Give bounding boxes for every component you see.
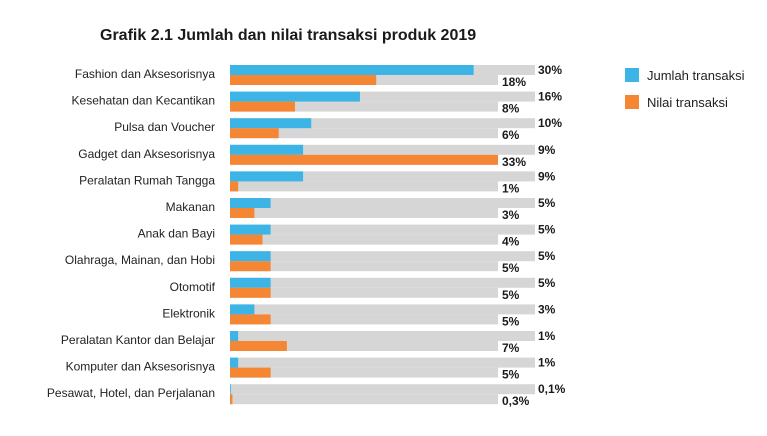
- bar-nilai: [230, 341, 287, 351]
- track-bar-nilai: [230, 208, 498, 218]
- bar-jumlah: [230, 251, 271, 262]
- bar-nilai: [230, 128, 279, 139]
- bar-jumlah: [230, 65, 474, 75]
- bar-nilai: [230, 208, 255, 218]
- track-bar-jumlah: [230, 304, 535, 315]
- legend-swatch-jumlah: [625, 68, 639, 82]
- value-label-nilai: 5%: [502, 314, 520, 328]
- track-bar-jumlah: [230, 357, 535, 368]
- category-label: Anak dan Bayi: [138, 227, 215, 241]
- track-bar-nilai: [230, 128, 498, 139]
- bar-jumlah: [230, 118, 312, 129]
- value-label-jumlah: 30%: [538, 63, 562, 77]
- category-label: Kesehatan dan Kecantikan: [72, 94, 215, 108]
- value-label-nilai: 1%: [502, 181, 520, 195]
- bar-nilai: [230, 287, 271, 298]
- value-label-nilai: 8%: [502, 102, 520, 116]
- bar-jumlah: [230, 384, 231, 395]
- category-label: Peralatan Rumah Tangga: [79, 173, 215, 187]
- legend-swatch-nilai: [625, 95, 639, 109]
- track-bar-jumlah: [230, 331, 535, 341]
- chart-rows: Fashion dan Aksesorisnya 30% 18% Kesehatan …: [47, 63, 566, 408]
- value-label-jumlah: 5%: [538, 196, 556, 210]
- track-bar-jumlah: [230, 384, 535, 395]
- track-bar-jumlah: [230, 171, 535, 182]
- track-bar-nilai: [230, 234, 498, 245]
- track-bar-nilai: [230, 261, 498, 272]
- bar-nilai: [230, 181, 239, 192]
- value-label-nilai: 33%: [502, 155, 526, 169]
- track-bar-nilai: [230, 367, 498, 378]
- bar-nilai: [230, 367, 271, 378]
- bar-jumlah: [230, 198, 271, 208]
- value-label-jumlah: 3%: [538, 302, 556, 316]
- bar-nilai: [230, 101, 295, 112]
- bar-jumlah: [230, 171, 304, 182]
- bar-jumlah: [230, 144, 304, 155]
- category-label: Pulsa dan Voucher: [114, 120, 215, 134]
- bar-nilai: [230, 314, 271, 325]
- bar-nilai: [230, 261, 271, 272]
- bar-jumlah: [230, 224, 271, 235]
- value-label-jumlah: 1%: [538, 356, 556, 370]
- category-label: Peralatan Kantor dan Belajar: [61, 333, 215, 347]
- value-label-jumlah: 5%: [538, 276, 556, 290]
- track-bar-nilai: [230, 101, 498, 112]
- track-bar-jumlah: [230, 91, 535, 102]
- chart-legend: Jumlah transaksi Nilai transaksi: [625, 68, 745, 110]
- bar-jumlah: [230, 304, 255, 315]
- legend-label-jumlah: Jumlah transaksi: [647, 68, 745, 83]
- bar-jumlah: [230, 357, 239, 368]
- category-label: Otomotif: [170, 280, 216, 294]
- track-bar-jumlah: [230, 198, 535, 208]
- category-label: Elektronik: [162, 306, 216, 320]
- track-bar-jumlah: [230, 251, 535, 262]
- category-label: Fashion dan Aksesorisnya: [75, 67, 215, 81]
- category-label: Komputer dan Aksesorisnya: [66, 360, 216, 374]
- value-label-nilai: 0,3%: [502, 394, 530, 408]
- category-label: Pesawat, Hotel, dan Perjalanan: [47, 386, 215, 400]
- track-bar-nilai: [230, 181, 498, 192]
- track-bar-nilai: [230, 394, 498, 405]
- bar-jumlah: [230, 331, 239, 341]
- value-label-nilai: 5%: [502, 288, 520, 302]
- category-label: Makanan: [166, 200, 215, 214]
- value-label-nilai: 3%: [502, 208, 520, 222]
- bar-jumlah: [230, 277, 271, 288]
- value-label-nilai: 5%: [502, 261, 520, 275]
- track-bar-nilai: [230, 314, 498, 325]
- bar-nilai: [230, 234, 263, 245]
- value-label-nilai: 18%: [502, 75, 526, 89]
- value-label-jumlah: 5%: [538, 223, 556, 237]
- value-label-jumlah: 10%: [538, 116, 562, 130]
- value-label-jumlah: 0,1%: [538, 382, 566, 396]
- bar-jumlah: [230, 91, 360, 102]
- track-bar-jumlah: [230, 144, 535, 155]
- track-bar-nilai: [230, 341, 498, 351]
- value-label-jumlah: 5%: [538, 249, 556, 263]
- value-label-jumlah: 9%: [538, 169, 556, 183]
- value-label-jumlah: 16%: [538, 90, 562, 104]
- value-label-nilai: 7%: [502, 341, 520, 355]
- value-label-jumlah: 1%: [538, 329, 556, 343]
- value-label-nilai: 5%: [502, 368, 520, 382]
- value-label-jumlah: 9%: [538, 143, 556, 157]
- value-label-nilai: 6%: [502, 128, 520, 142]
- track-bar-jumlah: [230, 224, 535, 235]
- bar-nilai: [230, 394, 233, 405]
- value-label-nilai: 4%: [502, 235, 520, 249]
- track-bar-jumlah: [230, 277, 535, 288]
- track-bar-nilai: [230, 287, 498, 298]
- chart-title: Grafik 2.1 Jumlah dan nilai transaksi pr…: [100, 27, 476, 44]
- category-label: Gadget dan Aksesorisnya: [78, 147, 215, 161]
- track-bar-jumlah: [230, 118, 535, 129]
- bar-nilai: [230, 154, 498, 165]
- legend-label-nilai: Nilai transaksi: [647, 95, 728, 110]
- bar-nilai: [230, 75, 377, 85]
- category-label: Olahraga, Mainan, dan Hobi: [65, 253, 215, 267]
